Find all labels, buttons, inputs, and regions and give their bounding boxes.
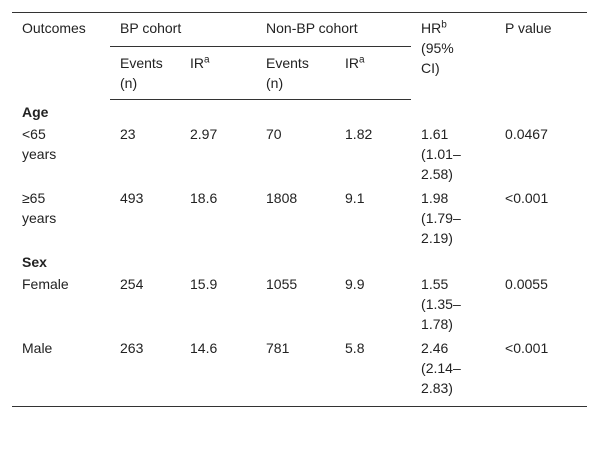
- data-table: Outcomes BP cohort Non-BP cohort HRb (95…: [12, 12, 588, 407]
- subheader-cell: Events (n): [256, 46, 336, 100]
- cell: 9.9: [345, 276, 365, 292]
- section-label: Age: [22, 104, 49, 120]
- hr-label: HR: [421, 20, 442, 36]
- cell: 2.46 (2.14–2.83): [411, 336, 496, 407]
- subheader-footnote: a: [204, 54, 210, 66]
- hr-ci: (95% CI): [421, 40, 454, 76]
- cell: 5.8: [335, 336, 412, 407]
- cell: 0.0055: [505, 276, 548, 292]
- cell: <65 years: [22, 126, 57, 162]
- cell: 254: [120, 276, 144, 292]
- cell: 70: [266, 126, 282, 142]
- header-non-bp-cohort: Non-BP cohort: [256, 12, 412, 47]
- cell: 14.6: [180, 336, 257, 407]
- subheader-footnote: a: [359, 54, 365, 66]
- cell: 1.55 (1.35–1.78): [421, 276, 461, 332]
- subheader-cell: IRa: [180, 46, 257, 100]
- hr-footnote: b: [441, 19, 447, 31]
- section-label: Sex: [22, 254, 47, 270]
- cell: 0.0467: [505, 126, 548, 142]
- subheader-text: IR: [190, 55, 204, 71]
- cell: 493: [120, 190, 144, 206]
- cell: 1.82: [345, 126, 373, 142]
- subheader-cell: IRa: [335, 46, 412, 100]
- cell: <0.001: [495, 336, 588, 407]
- cell: ≥65 years: [22, 190, 57, 226]
- subheader-text: IR: [345, 55, 360, 71]
- data-row: ≥65 years 493 18.6 1808 9.1 1.98 (1.79–2.19) <…: [12, 186, 587, 250]
- cell: <0.001: [505, 190, 549, 206]
- header-p-value: P value: [495, 12, 588, 100]
- cell: 18.6: [190, 190, 218, 206]
- cell: 1.61 (1.01–2.58): [421, 126, 461, 182]
- section-row: Age: [12, 100, 587, 123]
- cell: 1055: [266, 276, 298, 292]
- header-bp-cohort: BP cohort: [110, 12, 257, 47]
- cell: 15.9: [190, 276, 218, 292]
- data-row: <65 years 23 2.97 70 1.82 1.61 (1.01–2.58) 0.0…: [12, 122, 587, 186]
- cell: Female: [22, 276, 69, 292]
- header-hr: HRb (95% CI): [411, 12, 496, 100]
- section-row: Sex: [12, 250, 587, 272]
- header-outcomes: Outcomes: [12, 12, 110, 100]
- cell: Male: [12, 336, 110, 407]
- cell: 781: [256, 336, 336, 407]
- data-row: Female 254 15.9 1055 9.9 1.55 (1.35–1.78) 0.00…: [12, 272, 587, 336]
- subheader-cell: Events (n): [110, 46, 180, 100]
- data-row: Male 263 14.6 781 5.8 2.46 (2.14–2.83) <0.001: [12, 336, 588, 407]
- cell: 1.98 (1.79–2.19): [421, 190, 461, 246]
- cell: 263: [110, 336, 180, 407]
- cell: 1808: [266, 190, 298, 206]
- cell: 23: [120, 126, 136, 142]
- cell: 9.1: [345, 190, 365, 206]
- subheader-text: Events (n): [266, 55, 309, 91]
- cell: 2.97: [190, 126, 218, 142]
- subheader-text: Events (n): [120, 55, 163, 91]
